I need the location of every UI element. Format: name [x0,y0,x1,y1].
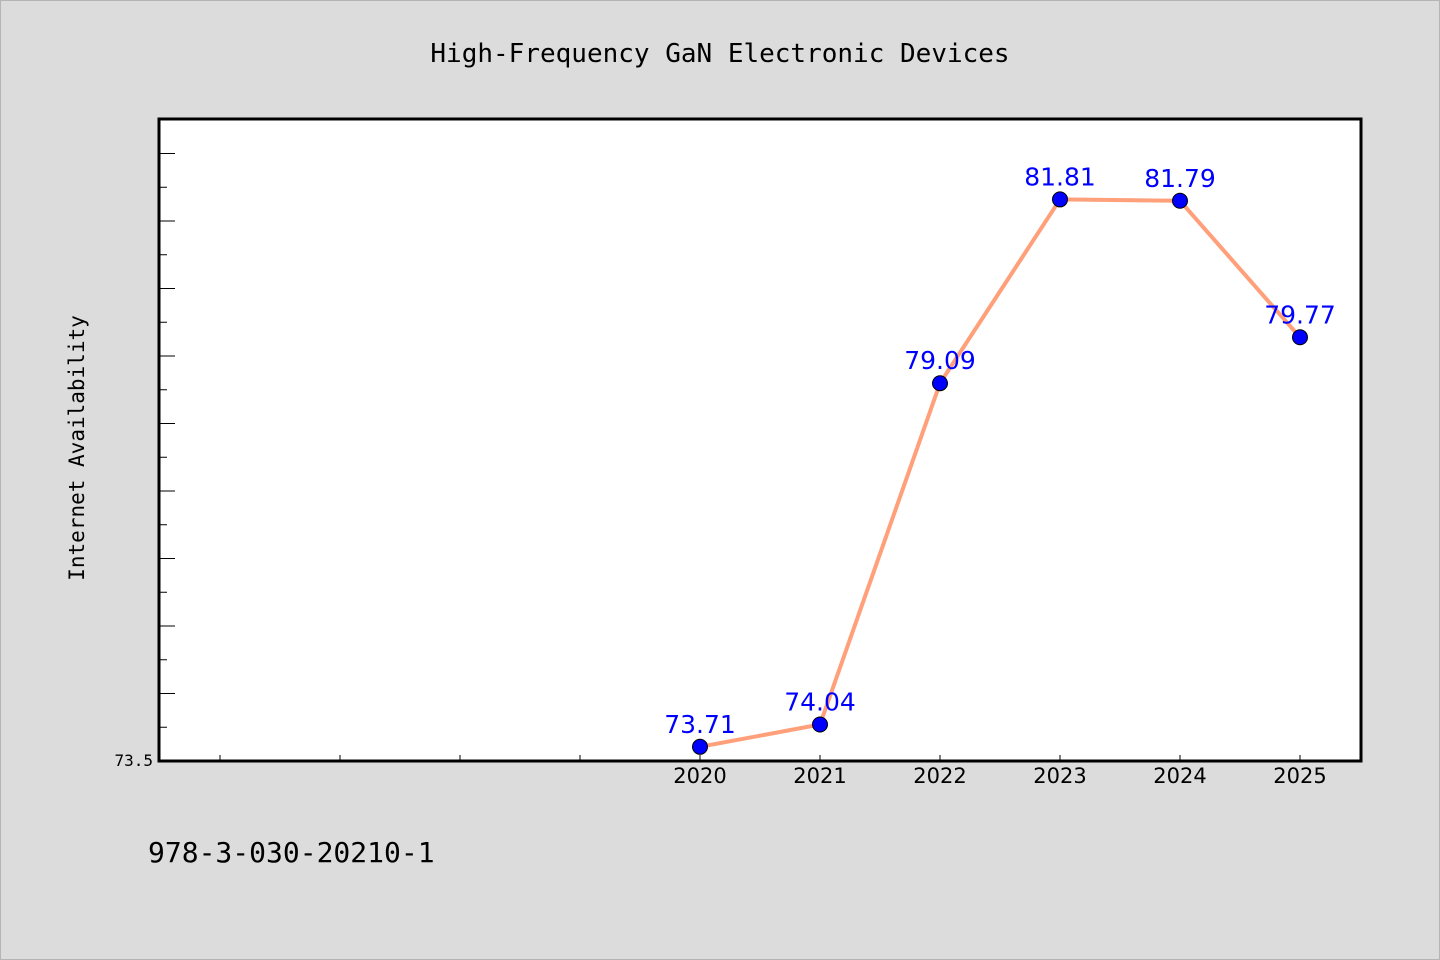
series-line-group: 73.71 74.04 79.09 81.81 81.79 79.77 [664,162,1336,755]
x-tick-label: 2023 [1033,764,1086,788]
data-point [932,375,948,392]
data-label: 81.81 [1024,162,1096,191]
data-label: 73.71 [664,710,736,739]
data-point [812,716,828,733]
x-tick-label: 2025 [1273,764,1326,788]
x-tick-label: 2022 [913,764,966,788]
x-tick-label: 2021 [793,764,846,788]
x-tick-label: 2020 [673,764,726,788]
data-label: 79.09 [904,346,976,375]
x-tick-label: 2024 [1153,764,1206,788]
plot-area [157,117,1363,763]
series-line [699,197,1302,749]
data-label: 81.79 [1144,164,1216,193]
y-tick-label: 73.5 [114,751,153,770]
data-point [1292,329,1308,346]
x-axis-ticks: 2020 2021 2022 2023 2024 2025 [219,755,1327,788]
data-point [1052,191,1068,208]
data-label: 79.77 [1264,300,1336,329]
data-point [1172,192,1188,209]
data-label: 74.04 [784,688,856,717]
isbn-footer: 978-3-030-20210-1 [148,836,435,869]
y-axis-ticks [159,153,175,762]
data-point [692,738,708,755]
y-axis-label: Internet Availability [65,315,89,581]
chart-title: High-Frequency GaN Electronic Devices [430,39,1009,69]
